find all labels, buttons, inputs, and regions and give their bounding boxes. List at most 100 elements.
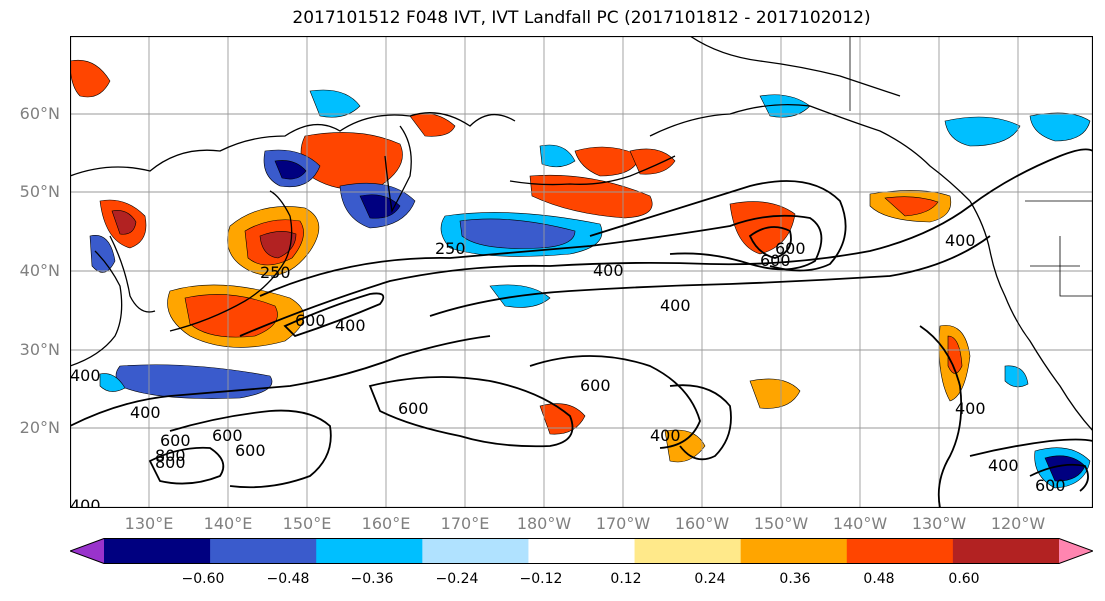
- coastline-arctic: [689, 36, 901, 97]
- contour-label: 600: [160, 431, 191, 450]
- lat-label-30n: 30°N: [19, 340, 60, 359]
- anomaly-blob-neg-siberia: [309, 89, 361, 118]
- colorbar-segment: [210, 538, 317, 564]
- lon-label-160w: 160°W: [674, 514, 730, 533]
- contour-label: 400: [955, 399, 986, 418]
- anomaly-blob-aleutian: [529, 174, 653, 219]
- lon-label-180w: 180°W: [516, 514, 572, 533]
- colorbar-segment: [316, 538, 423, 564]
- lon-label-140e: 140°E: [203, 514, 253, 533]
- contour-250-mid: [429, 235, 991, 317]
- coastline-alaska: [649, 103, 971, 202]
- lat-label-50n: 50°N: [19, 182, 60, 201]
- colorbar-extend-min: [70, 538, 104, 564]
- lon-label-170e: 170°E: [440, 514, 490, 533]
- coastlines: [70, 36, 1093, 432]
- lon-label-140w: 140°W: [832, 514, 888, 533]
- lon-label-160e: 160°E: [361, 514, 411, 533]
- lat-label-20n: 20°N: [19, 418, 60, 437]
- colorbar-tick-label: −0.24: [435, 571, 479, 587]
- border-us-states-1: [1059, 236, 1093, 297]
- contour-800-south: [148, 446, 225, 485]
- lon-label-130e: 130°E: [124, 514, 174, 533]
- contour-label: 800: [155, 446, 186, 465]
- ivt-contours: [70, 148, 1093, 508]
- anomaly-blob-west-edge: [70, 59, 111, 98]
- colorbar-tick-label: 0.48: [863, 571, 895, 587]
- contour-400-hawaii: [669, 384, 732, 461]
- map-frame: [70, 36, 1093, 508]
- contour-label: 600: [398, 399, 429, 418]
- anomaly-blob-japan-north-peak: [259, 231, 297, 259]
- anomaly-blob-aleutian-east: [574, 146, 641, 177]
- coastline-korea: [109, 235, 156, 313]
- coastline-asia-mainland: [70, 112, 516, 177]
- contour-400-far-east: [969, 438, 1093, 457]
- coastline-japan: [169, 190, 293, 332]
- borders: [849, 36, 1093, 297]
- contour-label: 600: [212, 426, 243, 445]
- anomaly-shading: [70, 59, 1091, 489]
- anomaly-blob-neg-ryukyu-light: [99, 373, 126, 392]
- contour-600-jet-core: [283, 292, 385, 338]
- anomaly-blob-neg-canada: [944, 116, 1021, 147]
- contour-label: 600: [295, 311, 326, 330]
- contour-label: 400: [945, 231, 976, 250]
- lat-label-40n: 40°N: [19, 261, 60, 280]
- colorbar-segment: [634, 538, 742, 564]
- contour-label: 400: [660, 296, 691, 315]
- contour-400-central: [529, 355, 701, 449]
- colorbar-segment: [846, 538, 954, 564]
- lon-label-150e: 150°E: [282, 514, 332, 533]
- contour-600-gulf: [748, 226, 792, 259]
- contour-label: 400: [130, 403, 161, 422]
- colorbar-segment: [740, 538, 848, 564]
- contour-400-jet-inner: [589, 180, 847, 272]
- colorbar: [68, 538, 1095, 564]
- anomaly-blob-neg-west: [89, 234, 116, 273]
- lat-label-60n: 60°N: [19, 104, 60, 123]
- contour-labels: 250 250 400 400 600 400 600 600 600 400 …: [70, 231, 1066, 508]
- anomaly-blob-neg-pacific-core: [459, 218, 576, 249]
- contour-label: 250: [260, 263, 291, 282]
- contour-600-subtropical: [169, 409, 332, 489]
- contour-250-north: [259, 214, 823, 297]
- anomaly-blob-neg-bering: [539, 144, 576, 168]
- lon-label-120w: 120°W: [990, 514, 1046, 533]
- coastline-kamchatka: [384, 125, 412, 214]
- contour-label: 400: [988, 456, 1019, 475]
- anomaly-blob-hawaii: [664, 429, 706, 463]
- anomaly-blob-east-kuril: [629, 148, 676, 175]
- anomaly-blob-neg-baja: [1004, 365, 1029, 388]
- colorbar-tick-label: −0.36: [350, 571, 394, 587]
- colorbar-tick-label: 0.12: [610, 571, 642, 587]
- contour-600-central: [368, 376, 574, 448]
- contour-label: 400: [593, 261, 624, 280]
- anomaly-blob-subtrop: [749, 378, 801, 409]
- graticule: [70, 36, 1093, 508]
- contour-label: 600: [775, 239, 806, 258]
- colorbar-segment: [528, 538, 636, 564]
- contour-600-east: [1029, 463, 1089, 492]
- anomaly-blob-central-south: [539, 403, 586, 435]
- anomaly-blob-neg-canada-east: [1029, 112, 1091, 142]
- contour-label: 400: [335, 316, 366, 335]
- anomaly-blob-gulf-alaska: [729, 201, 796, 255]
- contour-label: 600: [235, 441, 266, 460]
- coastline-china: [70, 250, 123, 367]
- colorbar-tick-label: 0.24: [694, 571, 726, 587]
- lon-label-150w: 150°W: [753, 514, 809, 533]
- contour-label: 400: [650, 426, 681, 445]
- colorbar-tick-label: −0.48: [266, 571, 310, 587]
- contour-label: 600: [760, 251, 791, 270]
- anomaly-blob-pacific-nw-core: [884, 196, 939, 217]
- contour-label: 250: [435, 239, 466, 258]
- contour-label: 400: [70, 496, 101, 508]
- anomaly-blob-korea-core: [111, 210, 137, 235]
- colorbar-segment: [104, 538, 211, 564]
- colorbar-tick-label: 0.36: [779, 571, 811, 587]
- contour-label: 600: [1035, 476, 1066, 495]
- contour-label: 400: [70, 366, 101, 385]
- colorbar-extend-max: [1059, 538, 1093, 564]
- anomaly-blob-neg-sakhalin-core: [274, 160, 307, 180]
